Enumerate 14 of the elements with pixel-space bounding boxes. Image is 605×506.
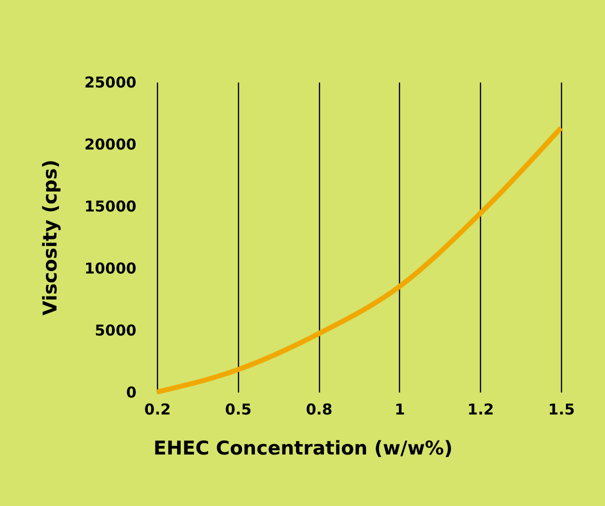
x-tick-label: 0.2 <box>144 400 171 418</box>
x-tick-label: 1.5 <box>548 400 575 418</box>
x-tick-label: 1 <box>394 400 406 418</box>
y-tick-label: 15000 <box>84 198 136 216</box>
y-tick-label: 25000 <box>84 74 136 92</box>
y-axis-title: Viscosity (cps) <box>39 160 62 316</box>
x-tick-label: 0.8 <box>306 400 332 418</box>
x-axis-title: EHEC Concentration (w/w%) <box>154 438 453 460</box>
x-tick-label: 0.5 <box>225 400 252 418</box>
x-tick-label: 1.2 <box>467 400 494 418</box>
y-tick-label: 10000 <box>84 260 136 278</box>
y-tick-label: 0 <box>126 384 136 402</box>
y-tick-label: 20000 <box>84 136 136 154</box>
y-tick-label: 5000 <box>94 322 136 340</box>
